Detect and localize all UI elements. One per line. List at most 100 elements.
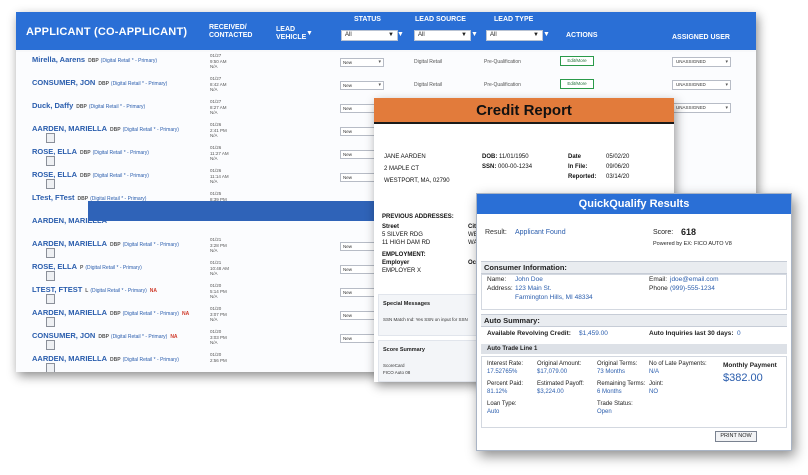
- applicant-name[interactable]: AARDEN, MARIELLA: [32, 239, 107, 248]
- edit-more-button[interactable]: Edit/More: [560, 56, 594, 66]
- previous-addresses-label: PREVIOUS ADDRESSES:: [382, 214, 454, 220]
- lead-type-filter-dropdown[interactable]: All ▼: [486, 30, 543, 41]
- applicant-name[interactable]: ROSE, ELLA: [32, 262, 78, 271]
- received-date: 01/27 9:50 AM N/A: [210, 53, 227, 70]
- applicant-name-link[interactable]: CONSUMER, JON DBP (Digital Retail * - Prim…: [32, 331, 178, 340]
- print-now-button[interactable]: PRINT NOW: [715, 431, 757, 442]
- assigned-user-select[interactable]: UNASSIGNED ▾: [672, 103, 731, 113]
- applicant-name[interactable]: Mirella, Aarens: [32, 55, 86, 64]
- lead-badge: DBP: [80, 150, 91, 156]
- applicant-name[interactable]: AARDEN, MARIELLA: [32, 308, 107, 317]
- applicant-name[interactable]: Duck, Daffy: [32, 101, 74, 110]
- applicant-name-link[interactable]: AARDEN, MARIELLA DBP (Digital Retail * - P…: [32, 308, 189, 317]
- document-icon[interactable]: [46, 133, 55, 143]
- received-date: 01/20 3:03 PM N/A: [210, 329, 227, 346]
- received-date-line3: N/A: [210, 340, 218, 345]
- scorecard-value: FICO Auto 08: [383, 370, 411, 375]
- document-icon[interactable]: [46, 363, 55, 372]
- status-select[interactable]: New ▾: [340, 81, 384, 90]
- lead-tag: (Digital Retail * - Primary): [100, 58, 158, 64]
- original-terms-value: 73 Months: [597, 369, 626, 375]
- document-icon[interactable]: [46, 156, 55, 166]
- na-flag: NA: [181, 311, 190, 317]
- infile-value: 09/06/20: [606, 164, 630, 170]
- document-icon[interactable]: [46, 294, 55, 304]
- header-assigned-user[interactable]: ASSIGNED USER: [672, 34, 730, 41]
- applicant-name-link[interactable]: AARDEN, MARIELLA: [32, 216, 107, 225]
- assigned-user-value: UNASSIGNED: [676, 105, 706, 110]
- document-icon[interactable]: [46, 248, 55, 258]
- received-date-line3: N/A: [210, 87, 218, 92]
- na-flag: NA: [149, 288, 157, 294]
- status-filter-dropdown[interactable]: All ▼: [341, 30, 398, 41]
- header-received[interactable]: RECEIVED/ CONTACTED: [209, 24, 252, 40]
- applicant-name[interactable]: AARDEN, MARIELLA: [32, 124, 107, 133]
- score-summary-label: Score Summary: [383, 347, 425, 353]
- applicant-name-link[interactable]: LTest, FTest DBP (Digital Retail * - Prima…: [32, 193, 146, 202]
- credit-report-title: Credit Report: [476, 102, 572, 119]
- applicant-name-link[interactable]: AARDEN, MARIELLA DBP (Digital Retail * - P…: [32, 354, 179, 363]
- applicant-name[interactable]: AARDEN, MARIELLA: [32, 216, 107, 225]
- applicant-name-link[interactable]: Duck, Daffy DBP (Digital Retail * - Primar…: [32, 101, 145, 110]
- status-value: New: [343, 106, 353, 111]
- applicant-name[interactable]: CONSUMER, JON: [32, 331, 96, 340]
- applicant-name-link[interactable]: AARDEN, MARIELLA DBP (Digital Retail * - P…: [32, 124, 179, 133]
- header-lead-vehicle[interactable]: LEAD VEHICLE: [276, 26, 306, 42]
- assigned-user-select[interactable]: UNASSIGNED ▾: [672, 57, 731, 67]
- applicant-name-link[interactable]: AARDEN, MARIELLA DBP (Digital Retail * - P…: [32, 239, 179, 248]
- document-icon[interactable]: [46, 340, 55, 350]
- status-sort-caret-icon[interactable]: ▼: [397, 31, 404, 38]
- lead-source-filter-dropdown[interactable]: All ▼: [414, 30, 471, 41]
- chevron-down-icon: ▾: [378, 82, 381, 88]
- received-date-line2: 3:03 PM: [210, 334, 227, 340]
- applicant-name[interactable]: AARDEN, MARIELLA: [32, 354, 107, 363]
- loan-type-value: Auto: [487, 409, 500, 415]
- applicant-name[interactable]: LTEST, FTEST: [32, 285, 83, 294]
- result-label: Result:: [485, 229, 507, 236]
- received-date: 01/26 11:14 AM N/A: [210, 168, 229, 185]
- lead-badge: DBP: [98, 334, 109, 340]
- received-date-line2: 8:39 PM: [210, 196, 227, 202]
- applicant-name-link[interactable]: Mirella, Aarens DBP (Digital Retail * - Pr…: [32, 55, 157, 64]
- header-received-line2: CONTACTED: [209, 32, 253, 39]
- auto-summary-header: Auto Summary:: [481, 314, 787, 327]
- status-select[interactable]: New ▾: [340, 58, 384, 67]
- status-value: New: [343, 129, 353, 134]
- header-applicant[interactable]: APPLICANT (CO-APPLICANT): [26, 26, 188, 38]
- received-date-line2: 2:56 PM: [210, 357, 227, 363]
- received-date-line2: 8:27 AM: [210, 104, 227, 110]
- received-date-line1: 01/20: [210, 306, 222, 311]
- lead-badge: DBP: [77, 196, 89, 202]
- vehicle-sort-caret-icon[interactable]: ▼: [306, 30, 313, 37]
- applicant-name-link[interactable]: LTEST, FTEST L (Digital Retail * - Primary…: [32, 285, 157, 294]
- percent-paid-label: Percent Paid:: [487, 381, 524, 387]
- received-date: 01/27 8:27 AM N/A: [210, 99, 227, 116]
- assigned-user-select[interactable]: UNASSIGNED ▾: [672, 80, 731, 90]
- applicant-name-link[interactable]: ROSE, ELLA DBP (Digital Retail * - Primary…: [32, 170, 149, 179]
- applicant-name: JANE AARDEN: [384, 154, 426, 160]
- table-row[interactable]: Mirella, Aarens DBP (Digital Retail * - Pr…: [16, 52, 756, 76]
- lead-source-sort-caret-icon[interactable]: ▼: [471, 31, 478, 38]
- chevron-down-icon: ▾: [378, 59, 381, 65]
- table-row[interactable]: CONSUMER, JON DBP (Digital Retail * - Prim…: [16, 75, 756, 99]
- lead-type-sort-caret-icon[interactable]: ▼: [543, 31, 550, 38]
- received-date-line1: 01/26: [210, 168, 222, 173]
- dob-value: 11/01/1950: [499, 154, 529, 160]
- applicant-name-link[interactable]: CONSUMER, JON DBP (Digital Retail * - Prim…: [32, 78, 167, 87]
- edit-more-button[interactable]: Edit/More: [560, 79, 594, 89]
- document-icon[interactable]: [46, 271, 55, 281]
- lead-tag: (Digital Retail * - Primary): [122, 311, 179, 317]
- applicant-name[interactable]: ROSE, ELLA: [32, 147, 78, 156]
- applicant-name[interactable]: LTest, FTest: [32, 193, 75, 202]
- email-value[interactable]: jdoe@email.com: [670, 276, 719, 283]
- applicant-name-link[interactable]: ROSE, ELLA P (Digital Retail * - Primary): [32, 262, 142, 271]
- applicant-name[interactable]: CONSUMER, JON: [32, 78, 96, 87]
- interest-rate-label: Interest Rate:: [487, 361, 524, 367]
- lead-badge: DBP: [76, 104, 87, 110]
- applicant-name-link[interactable]: ROSE, ELLA DBP (Digital Retail * - Primary…: [32, 147, 149, 156]
- late-payments-label: No of Late Payments:: [649, 361, 707, 367]
- document-icon[interactable]: [46, 317, 55, 327]
- applicant-name[interactable]: ROSE, ELLA: [32, 170, 78, 179]
- document-icon[interactable]: [46, 179, 55, 189]
- received-date-line3: N/A: [210, 317, 218, 322]
